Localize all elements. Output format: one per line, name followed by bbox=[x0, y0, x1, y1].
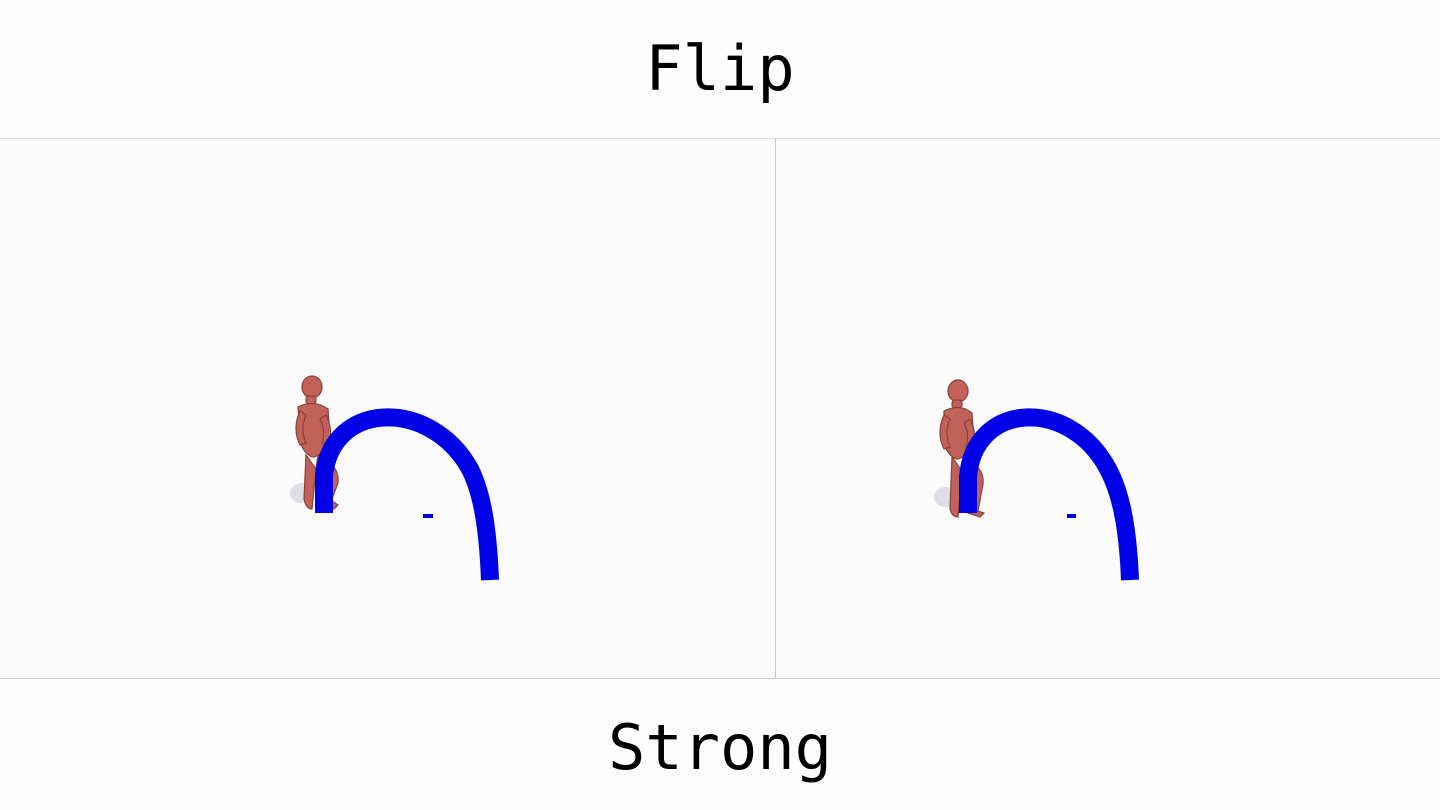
right-viewport bbox=[776, 138, 1440, 679]
trajectory-arc bbox=[968, 417, 1130, 580]
left-scene bbox=[0, 139, 776, 679]
right-scene bbox=[776, 139, 1440, 679]
footer-label: Strong bbox=[0, 717, 1440, 779]
left-viewport bbox=[0, 138, 776, 679]
trajectory-arc bbox=[324, 417, 490, 580]
page-title: Flip bbox=[0, 38, 1440, 100]
